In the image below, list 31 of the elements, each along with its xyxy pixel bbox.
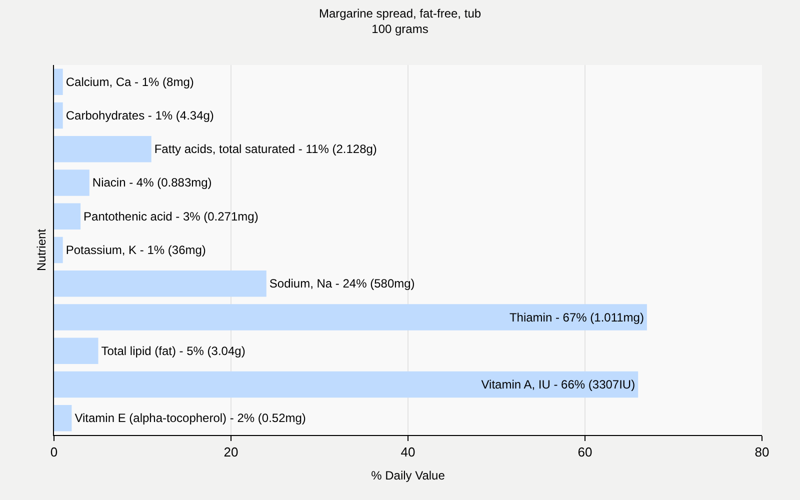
y-tick-label: Fatty acids, total saturated - 11% (2.128g) <box>154 142 377 156</box>
y-tick-label: Niacin - 4% (0.883mg) <box>92 176 212 190</box>
bar <box>54 170 90 196</box>
bar <box>54 371 638 398</box>
y-tick-label: Pantothenic acid - 3% (0.271mg) <box>84 209 258 224</box>
chart-subtitle: 100 grams <box>372 22 428 36</box>
y-tick-label: Calcium, Ca - 1% (8mg) <box>66 74 194 89</box>
bar <box>54 136 152 162</box>
y-tick-label: Thiamin - 67% (1.011mg) <box>509 310 644 324</box>
bar <box>54 68 63 95</box>
x-tick-label: 20 <box>224 444 238 460</box>
bar <box>54 203 81 230</box>
bar <box>54 338 98 364</box>
y-axis-title: Nutrient <box>34 228 48 272</box>
y-tick-label: Vitamin A, IU - 66% (3307IU) <box>481 378 636 392</box>
x-tick-label: 0 <box>50 444 58 460</box>
y-tick-label: Potassium, K - 1% (36mg) <box>66 243 206 257</box>
y-tick-label: Carbohydrates - 1% (4.34g) <box>66 108 214 122</box>
bar <box>54 270 266 297</box>
bar <box>54 405 72 432</box>
bar <box>54 236 63 264</box>
x-axis-title: % Daily Value <box>371 468 446 482</box>
y-tick-label: Total lipid (fat) - 5% (3.04g) <box>101 344 246 358</box>
x-tick-label: 80 <box>754 444 770 460</box>
bar <box>54 304 647 330</box>
bar <box>54 102 63 129</box>
chart-title: Margarine spread, fat-free, tub <box>318 6 482 20</box>
y-tick-label: Vitamin E (alpha-tocopherol) - 2% (0.52mg) <box>74 411 306 426</box>
x-tick-label: 60 <box>578 444 592 460</box>
y-tick-label: Sodium, Na - 24% (580mg) <box>269 276 415 291</box>
x-tick-label: 40 <box>400 444 416 460</box>
